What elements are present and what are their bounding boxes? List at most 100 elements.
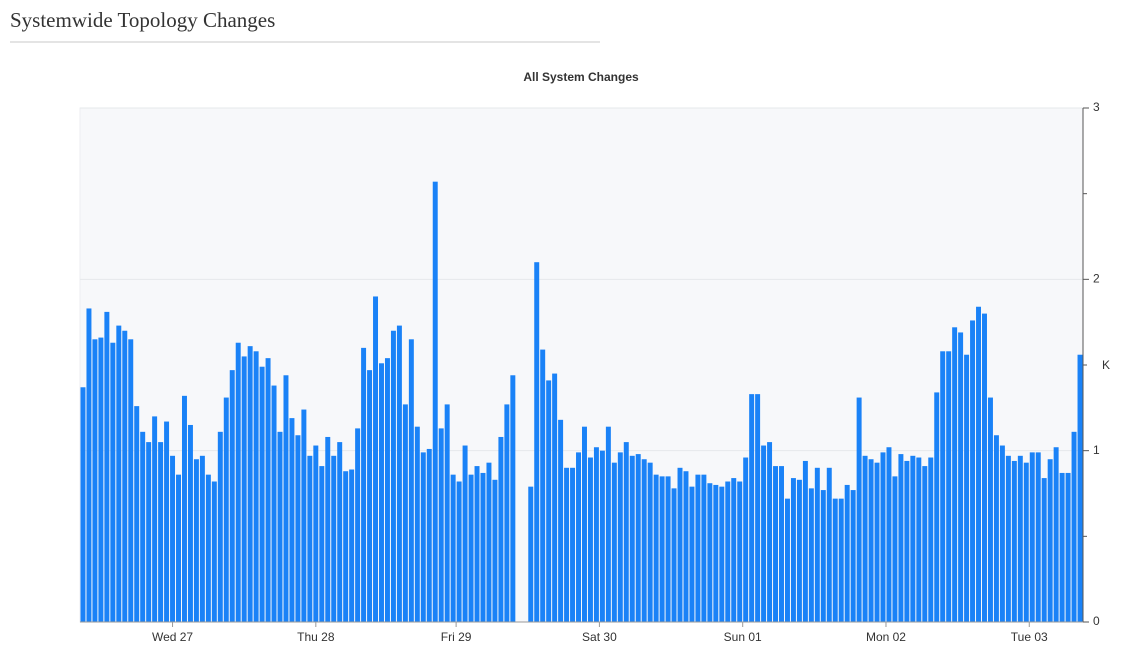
bar	[1053, 447, 1059, 622]
x-tick-label: Sun 01	[724, 630, 762, 644]
bar	[426, 448, 432, 622]
bar	[695, 474, 701, 622]
bar	[510, 375, 516, 622]
bar	[952, 327, 958, 622]
bar	[790, 478, 796, 622]
bar	[832, 498, 838, 622]
bar	[134, 406, 140, 622]
bar	[534, 262, 540, 622]
bar	[408, 339, 414, 622]
bar	[599, 450, 605, 622]
bar	[874, 462, 880, 622]
bar	[964, 354, 970, 622]
bar	[80, 387, 86, 622]
bar	[886, 447, 892, 622]
bar	[779, 466, 784, 622]
bar	[432, 181, 438, 622]
bar	[558, 419, 564, 622]
bar	[438, 428, 444, 622]
bar	[86, 308, 92, 622]
page-title: Systemwide Topology Changes	[10, 8, 600, 43]
bar	[796, 479, 802, 622]
plot-background	[79, 107, 1084, 623]
bar	[707, 483, 713, 622]
bar	[349, 469, 355, 622]
bar	[193, 459, 199, 622]
bar	[749, 394, 755, 622]
bar	[390, 330, 396, 622]
bar	[396, 325, 402, 622]
bar	[576, 452, 581, 622]
bar	[743, 457, 749, 622]
bar	[862, 455, 868, 622]
bar	[187, 424, 193, 622]
bar	[587, 457, 593, 622]
bar	[331, 455, 337, 622]
bar	[814, 467, 820, 622]
bar	[802, 460, 808, 622]
bar	[713, 484, 719, 622]
bar	[319, 466, 325, 622]
bar	[570, 467, 576, 622]
bar	[146, 442, 152, 622]
bar	[384, 358, 390, 622]
y-tick-label: 1	[1093, 443, 1100, 457]
bar	[379, 363, 384, 622]
bar	[361, 347, 367, 622]
bar	[492, 479, 498, 622]
bar	[199, 455, 205, 622]
bar	[928, 457, 934, 622]
bar	[880, 452, 886, 622]
bar	[235, 342, 241, 622]
bar	[1065, 472, 1071, 622]
bar	[456, 481, 462, 622]
bar	[1011, 460, 1017, 622]
bar	[265, 358, 271, 622]
bar	[1017, 455, 1023, 622]
bar	[725, 481, 731, 622]
bar	[892, 476, 898, 622]
bar	[916, 457, 922, 622]
bar	[540, 349, 546, 622]
bar	[420, 452, 426, 622]
bar	[1047, 459, 1053, 622]
bar	[761, 445, 767, 622]
bar	[92, 339, 98, 622]
bar	[671, 488, 677, 622]
bar	[170, 455, 176, 622]
bar	[987, 397, 993, 622]
x-tick-label: Fri 29	[441, 630, 472, 644]
bar	[337, 442, 343, 622]
bar	[653, 474, 659, 622]
bar	[444, 404, 450, 622]
bar	[982, 313, 987, 622]
bar	[367, 370, 373, 622]
bar	[970, 320, 976, 622]
bar	[629, 455, 635, 622]
bar	[844, 484, 850, 622]
bar	[355, 428, 361, 622]
bar	[158, 442, 164, 622]
y-tick-label: 2	[1093, 272, 1100, 286]
bar	[773, 466, 779, 622]
bar	[641, 459, 647, 622]
bar	[486, 462, 492, 622]
bar	[504, 404, 510, 622]
bar	[164, 421, 170, 622]
bar	[552, 373, 558, 622]
bar	[898, 454, 904, 622]
bar	[325, 436, 331, 622]
bar	[301, 409, 307, 622]
bar	[701, 474, 707, 622]
y-tick-label: 0	[1093, 614, 1100, 628]
bar	[719, 486, 725, 622]
y-axis-label: K	[1102, 358, 1110, 372]
bar	[677, 467, 683, 622]
bar	[98, 337, 104, 622]
x-tick-label: Wed 27	[152, 630, 193, 644]
bar	[999, 445, 1005, 622]
bar	[582, 426, 587, 622]
bar	[1071, 431, 1077, 622]
bar	[826, 467, 832, 622]
bar	[1041, 478, 1047, 622]
